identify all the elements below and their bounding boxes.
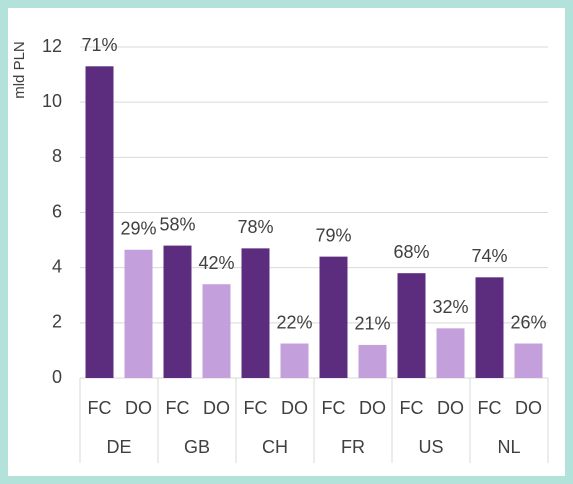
data-label: 78% xyxy=(237,217,273,237)
x-group-label: NL xyxy=(497,437,520,457)
bar xyxy=(241,248,270,378)
x-group-label: CH xyxy=(262,437,288,457)
data-label: 29% xyxy=(120,218,156,238)
y-tick-label: 4 xyxy=(52,256,62,276)
data-label: 74% xyxy=(471,246,507,266)
y-tick-label: 12 xyxy=(42,36,62,56)
data-label: 58% xyxy=(159,214,195,234)
y-tick-label: 10 xyxy=(42,91,62,111)
x-tick-label: FC xyxy=(478,398,502,418)
x-group-label: DE xyxy=(106,437,131,457)
bar xyxy=(202,284,231,378)
x-tick-label: DO xyxy=(125,398,152,418)
data-label: 26% xyxy=(510,312,546,332)
x-tick-label: DO xyxy=(281,398,308,418)
data-label: 79% xyxy=(315,225,351,245)
data-label: 68% xyxy=(393,242,429,262)
x-tick-label: FC xyxy=(244,398,268,418)
x-tick-label: FC xyxy=(166,398,190,418)
y-tick-label: 8 xyxy=(52,146,62,166)
bar xyxy=(85,66,114,378)
y-tick-label: 2 xyxy=(52,312,62,332)
x-group-label: GB xyxy=(184,437,210,457)
bar xyxy=(163,245,192,378)
bar xyxy=(514,343,543,378)
data-label: 32% xyxy=(432,297,468,317)
data-label: 42% xyxy=(198,253,234,273)
bar xyxy=(280,343,309,378)
bar xyxy=(124,249,153,378)
y-axis-label: mld PLN xyxy=(11,41,28,99)
x-tick-label: FC xyxy=(322,398,346,418)
data-label: 71% xyxy=(81,35,117,55)
x-group-label: US xyxy=(418,437,443,457)
x-tick-label: DO xyxy=(359,398,386,418)
x-tick-label: DO xyxy=(203,398,230,418)
bar xyxy=(319,256,348,378)
bar xyxy=(436,328,465,378)
data-label: 21% xyxy=(354,314,390,334)
data-label: 22% xyxy=(276,312,312,332)
x-group-label: FR xyxy=(341,437,365,457)
bar xyxy=(475,277,504,378)
x-tick-label: DO xyxy=(515,398,542,418)
y-tick-label: 6 xyxy=(52,201,62,221)
y-tick-label: 0 xyxy=(52,367,62,387)
bar xyxy=(397,273,426,378)
x-tick-label: FC xyxy=(88,398,112,418)
bar xyxy=(358,344,387,378)
x-tick-label: DO xyxy=(437,398,464,418)
x-tick-label: FC xyxy=(400,398,424,418)
